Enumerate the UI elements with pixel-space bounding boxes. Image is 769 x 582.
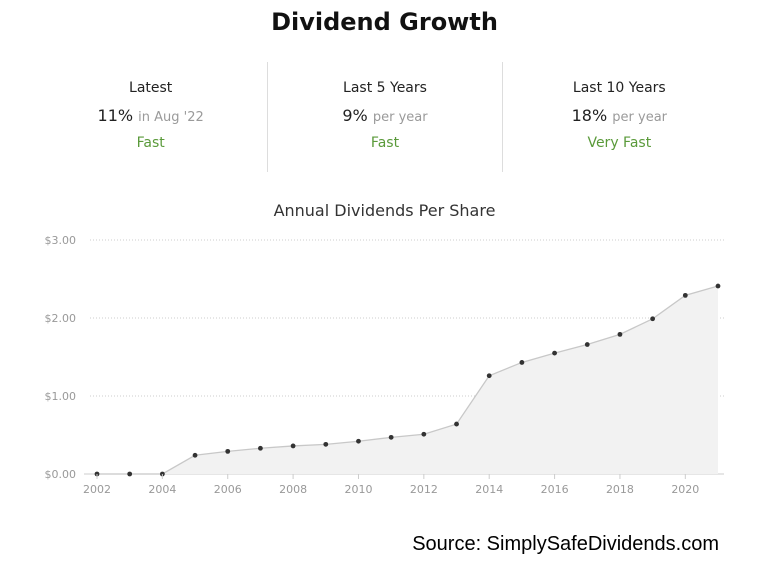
stat-rating: Fast bbox=[136, 135, 165, 151]
data-point bbox=[192, 452, 198, 458]
y-tick-label: $1.00 bbox=[45, 390, 77, 403]
stat-label: Last 10 Years bbox=[572, 80, 666, 96]
x-tick-label: 2016 bbox=[541, 483, 569, 496]
data-point bbox=[388, 434, 394, 440]
chart-title: Annual Dividends Per Share bbox=[273, 201, 496, 220]
y-tick-label: $3.00 bbox=[45, 234, 77, 247]
data-point bbox=[584, 342, 590, 347]
data-point bbox=[127, 471, 133, 477]
data-point bbox=[552, 350, 557, 356]
data-point bbox=[421, 431, 427, 437]
data-point bbox=[519, 360, 525, 365]
stat-value-number: 9% bbox=[342, 106, 368, 125]
stat-value-number: 11% bbox=[97, 106, 134, 125]
data-point bbox=[323, 441, 329, 447]
x-tick-label: 2012 bbox=[410, 483, 438, 496]
stat-value: 11% in Aug '22 bbox=[34, 106, 267, 125]
stat-last-5-years: Last 5 Years 9% per year Fast bbox=[267, 62, 501, 172]
stat-value-suffix: in Aug '22 bbox=[138, 110, 204, 125]
x-tick-label: 2018 bbox=[606, 483, 634, 496]
x-tick-label: 2020 bbox=[671, 483, 699, 496]
stat-value: 18% per year bbox=[503, 106, 736, 125]
source-credit: Source: SimplySafeDividends.com bbox=[412, 533, 719, 555]
series-line bbox=[97, 285, 719, 475]
data-point bbox=[617, 331, 623, 337]
data-point bbox=[715, 283, 721, 289]
x-tick-label: 2006 bbox=[214, 483, 242, 496]
x-tick-label: 2008 bbox=[279, 483, 307, 496]
stat-rating: Fast bbox=[370, 135, 400, 151]
data-point bbox=[225, 448, 231, 454]
data-point bbox=[356, 438, 361, 444]
data-point bbox=[454, 421, 459, 427]
x-tick-label: 2002 bbox=[83, 483, 111, 496]
stat-rating: Very Fast bbox=[587, 135, 652, 151]
stat-value-suffix: per year bbox=[372, 110, 428, 125]
data-point bbox=[258, 445, 263, 451]
page-title: Dividend Growth bbox=[271, 8, 498, 36]
data-point bbox=[682, 292, 688, 298]
data-point bbox=[486, 373, 492, 379]
stat-value-number: 18% bbox=[571, 106, 608, 125]
area-fill bbox=[97, 286, 718, 474]
stat-label: Latest bbox=[129, 80, 173, 96]
y-tick-label: $0.00 bbox=[45, 468, 77, 481]
stat-label: Last 5 Years bbox=[343, 80, 427, 96]
x-tick-label: 2010 bbox=[344, 483, 372, 496]
data-point bbox=[290, 443, 296, 449]
stat-last-10-years: Last 10 Years 18% per year Very Fast bbox=[501, 62, 736, 172]
data-point bbox=[650, 316, 656, 322]
x-tick-label: 2004 bbox=[148, 483, 176, 496]
x-tick-label: 2014 bbox=[475, 483, 503, 496]
stat-value-suffix: per year bbox=[612, 110, 668, 125]
y-tick-label: $2.00 bbox=[45, 312, 77, 325]
stat-value: 9% per year bbox=[268, 106, 501, 125]
stats-row: Latest 11% in Aug '22 Fast Last 5 Years … bbox=[34, 62, 736, 172]
stat-latest: Latest 11% in Aug '22 Fast bbox=[34, 62, 267, 172]
